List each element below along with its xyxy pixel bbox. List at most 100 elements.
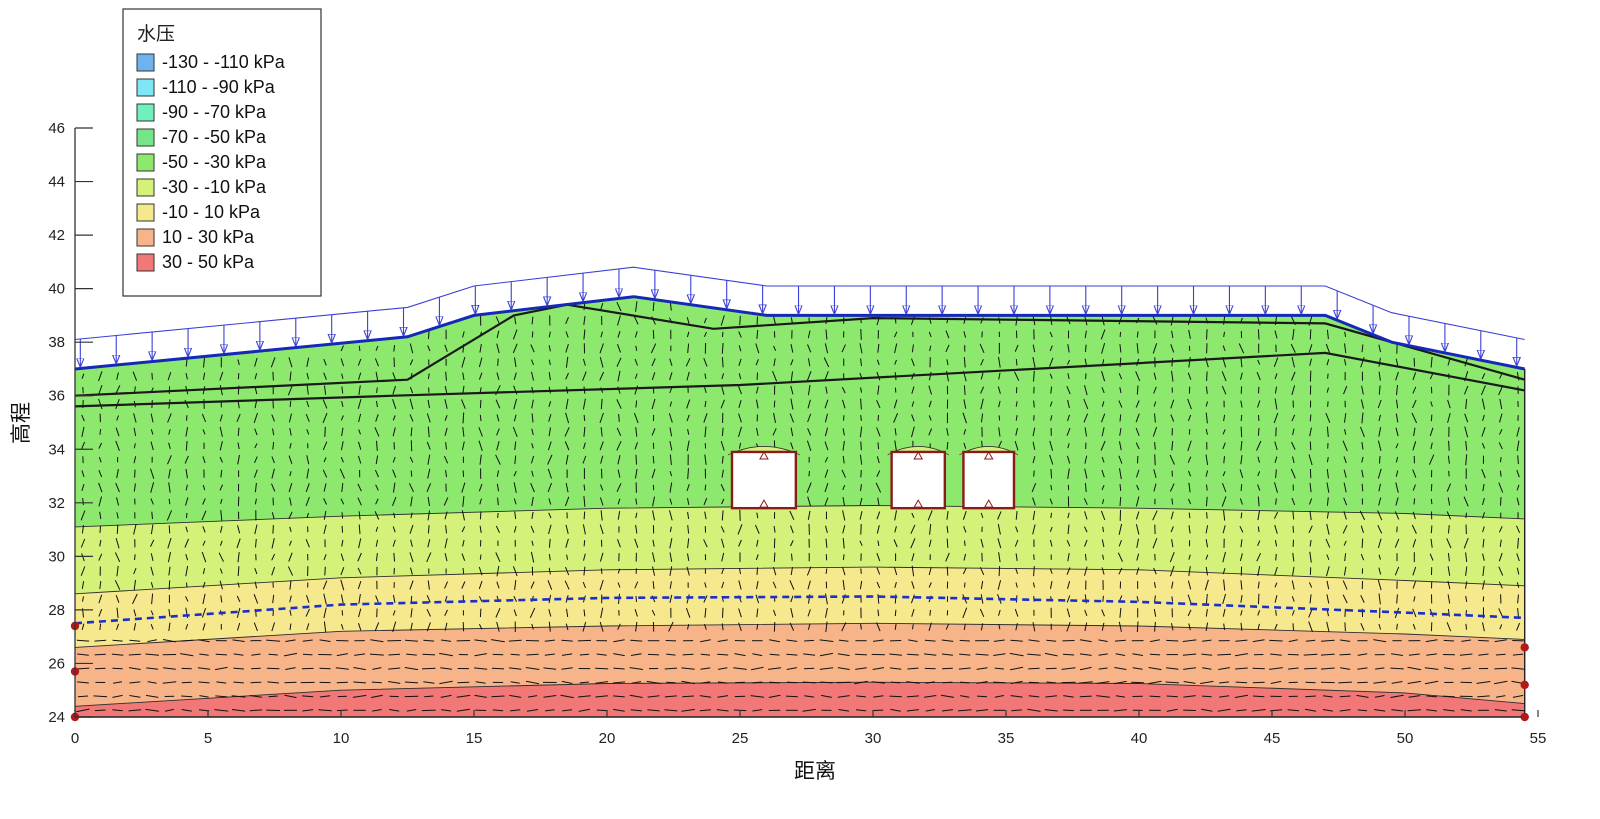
flow-vector [1118, 455, 1123, 464]
flow-vector [444, 415, 448, 421]
flow-vector [548, 538, 551, 548]
flow-vector [185, 596, 189, 602]
flow-vector [1240, 426, 1243, 438]
flow-vector [841, 622, 847, 632]
flow-vector [513, 595, 517, 603]
flow-vector [561, 680, 573, 684]
flow-vector [1478, 653, 1489, 656]
flow-vector [686, 414, 690, 422]
flow-vector [439, 680, 453, 685]
flow-vector [408, 483, 414, 493]
flow-vector [1273, 357, 1279, 367]
flow-vector [219, 540, 223, 546]
flow-vector [1101, 401, 1105, 407]
band-minus10-10 [75, 567, 1525, 648]
flow-vector [150, 498, 154, 505]
flow-vector [617, 511, 621, 520]
flow-vector [358, 538, 362, 549]
flow-vector [457, 681, 470, 684]
flow-vector [906, 695, 919, 698]
flow-vector [98, 385, 103, 396]
culvert-node-marker [913, 450, 924, 460]
flow-vector [180, 639, 193, 642]
flow-vector [906, 681, 920, 684]
flow-vector [1443, 709, 1455, 712]
flow-vector [752, 709, 763, 712]
flow-vector [80, 566, 86, 576]
flow-vector [271, 566, 276, 576]
flow-vector [219, 580, 223, 590]
flow-vector [630, 709, 642, 712]
flow-vector [116, 469, 119, 479]
flow-vector [439, 652, 453, 657]
flow-vector [128, 709, 142, 712]
flow-vector [1153, 483, 1157, 492]
flow-vector [1187, 440, 1192, 452]
flow-vector [1066, 608, 1071, 618]
flow-vector [133, 579, 136, 591]
flow-vector [340, 441, 344, 451]
flow-vector [929, 523, 932, 535]
flow-vector [704, 511, 707, 520]
flow-vector [150, 524, 154, 535]
flow-vector [1187, 594, 1192, 604]
flow-vector [461, 581, 466, 589]
flow-vector [997, 580, 1002, 590]
flow-vector [807, 344, 812, 353]
flow-vector [81, 414, 85, 422]
flow-vector [752, 681, 763, 684]
flow-vector [941, 639, 954, 642]
flow-vector [1188, 356, 1191, 368]
flow-vector [1148, 680, 1162, 685]
flow-vector [929, 345, 932, 352]
flow-vector [1188, 429, 1191, 435]
flow-vector [1343, 385, 1348, 395]
flow-vector [1171, 581, 1174, 589]
flow-vector [444, 538, 448, 549]
flow-vector [1049, 357, 1054, 367]
flow-vector [1015, 401, 1018, 407]
flow-vector [980, 372, 984, 380]
flow-vector [1361, 538, 1364, 548]
flow-vector [860, 623, 862, 630]
flow-vector [773, 552, 776, 562]
flow-vector [376, 387, 378, 393]
flow-vector [323, 621, 327, 633]
flow-vector [1015, 359, 1018, 366]
flow-vector [825, 593, 828, 605]
flow-vector [531, 413, 534, 423]
flow-vector [1391, 709, 1403, 712]
flow-vector [324, 385, 327, 395]
flow-vector [1498, 566, 1504, 576]
flow-vector [1377, 524, 1383, 534]
flow-vector [531, 316, 534, 325]
legend-swatch [136, 153, 155, 172]
flow-vector [1274, 330, 1278, 339]
flow-vector [635, 468, 638, 479]
flow-vector [1084, 511, 1088, 520]
flow-vector [872, 667, 885, 670]
flow-vector [1430, 414, 1433, 422]
flow-vector [1223, 331, 1225, 338]
flow-vector [392, 610, 396, 616]
flow-vector [1252, 681, 1265, 684]
flow-vector [721, 455, 724, 464]
flow-vector [720, 315, 725, 326]
flow-vector [531, 443, 534, 449]
flow-vector [1205, 470, 1209, 477]
flow-vector [1412, 386, 1417, 394]
flow-vector [1205, 496, 1208, 507]
flow-vector [167, 455, 172, 465]
flow-vector [704, 623, 707, 630]
flow-vector [617, 623, 621, 630]
flow-vector [1413, 596, 1416, 602]
flow-vector [600, 484, 604, 491]
flow-vector [1066, 427, 1071, 436]
flow-vector [544, 639, 555, 642]
flow-vector [1067, 580, 1071, 590]
flow-vector [548, 621, 551, 632]
flow-vector [962, 412, 967, 424]
flow-vector [876, 567, 881, 575]
flow-vector [1344, 429, 1347, 435]
flow-vector [462, 470, 465, 477]
